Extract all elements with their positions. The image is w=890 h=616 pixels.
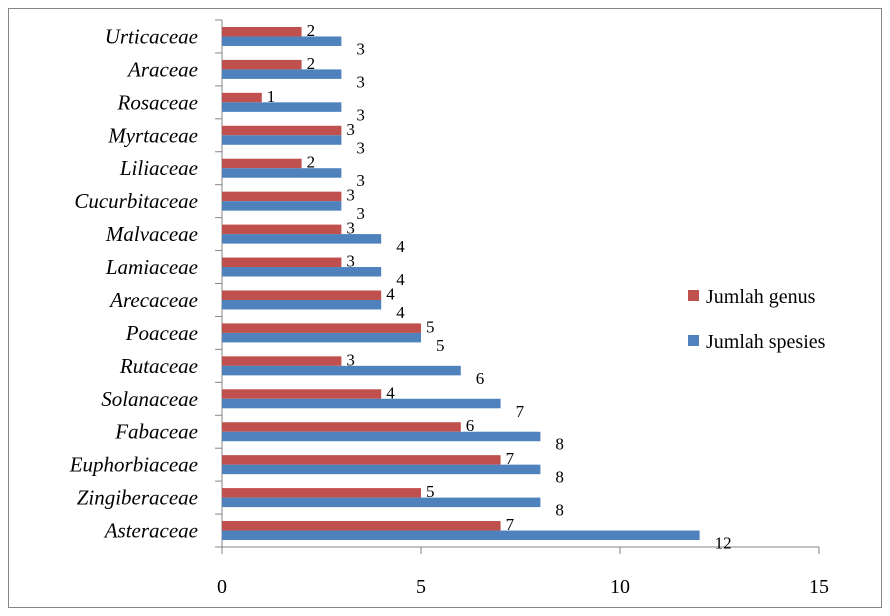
data-label-genus: 3 bbox=[346, 186, 355, 205]
data-label-spesies: 4 bbox=[396, 270, 405, 289]
bar-jumlah-spesies bbox=[222, 69, 342, 79]
data-label-genus: 7 bbox=[506, 449, 515, 468]
bar-jumlah-spesies bbox=[222, 267, 382, 277]
bar-jumlah-genus bbox=[222, 389, 382, 399]
bar-jumlah-genus bbox=[222, 290, 382, 300]
bar-jumlah-genus bbox=[222, 92, 262, 103]
bar-jumlah-spesies bbox=[222, 299, 382, 310]
bar-jumlah-genus bbox=[222, 224, 342, 235]
bar-jumlah-genus bbox=[222, 158, 302, 169]
data-label-genus: 4 bbox=[386, 284, 395, 303]
x-tick-label: 0 bbox=[217, 576, 227, 598]
category-label: Araceae bbox=[126, 57, 198, 81]
bar-jumlah-genus bbox=[222, 521, 501, 531]
data-label-genus: 3 bbox=[346, 350, 355, 369]
bar-jumlah-spesies bbox=[222, 332, 421, 343]
data-label-spesies: 4 bbox=[396, 303, 405, 322]
data-label-spesies: 5 bbox=[436, 336, 445, 355]
data-label-spesies: 8 bbox=[555, 435, 564, 454]
category-label: Fabaceae bbox=[114, 420, 198, 444]
data-label-genus: 7 bbox=[506, 515, 515, 534]
bar-jumlah-genus bbox=[222, 59, 302, 70]
bar-jumlah-genus bbox=[222, 323, 421, 333]
x-tick-label: 10 bbox=[610, 576, 630, 598]
bar-jumlah-spesies bbox=[222, 464, 541, 475]
bar-jumlah-spesies bbox=[222, 168, 342, 178]
chart-frame bbox=[8, 8, 882, 608]
category-label: Myrtaceae bbox=[107, 123, 198, 147]
legend-swatch-spesies bbox=[688, 335, 699, 346]
category-label: Solanaceae bbox=[101, 387, 198, 411]
legend-label-spesies: Jumlah spesies bbox=[706, 331, 826, 353]
category-label: Arecaceae bbox=[108, 288, 198, 312]
category-label: Urticaceae bbox=[105, 24, 198, 48]
category-label: Euphorbiaceae bbox=[69, 453, 198, 477]
category-label: Zingiberaceae bbox=[77, 486, 198, 510]
data-label-genus: 3 bbox=[346, 120, 355, 139]
bar-jumlah-genus bbox=[222, 356, 342, 366]
bar-jumlah-genus bbox=[222, 455, 501, 465]
data-label-spesies: 6 bbox=[476, 369, 485, 388]
data-label-spesies: 3 bbox=[356, 72, 365, 91]
data-label-genus: 2 bbox=[307, 21, 316, 40]
bar-jumlah-spesies bbox=[222, 102, 342, 112]
data-label-genus: 2 bbox=[307, 54, 316, 73]
category-label: Malvaceae bbox=[105, 222, 198, 246]
data-label-spesies: 8 bbox=[555, 501, 564, 520]
category-label: Rosaceae bbox=[117, 90, 198, 114]
data-label-genus: 4 bbox=[386, 383, 395, 402]
category-label: Lamiaceae bbox=[105, 255, 198, 279]
data-label-genus: 6 bbox=[466, 416, 475, 435]
category-label: Rutaceae bbox=[119, 354, 198, 378]
data-label-genus: 5 bbox=[426, 317, 435, 336]
data-label-spesies: 12 bbox=[715, 534, 732, 553]
data-label-spesies: 3 bbox=[356, 39, 365, 58]
legend-label-genus: Jumlah genus bbox=[706, 286, 816, 308]
data-label-spesies: 8 bbox=[555, 468, 564, 487]
bar-jumlah-spesies bbox=[222, 201, 342, 211]
bar-jumlah-spesies bbox=[222, 431, 541, 442]
data-label-genus: 3 bbox=[346, 219, 355, 238]
category-label: Liliaceae bbox=[119, 156, 198, 180]
bar-jumlah-spesies bbox=[222, 36, 342, 46]
bar-jumlah-spesies bbox=[222, 530, 700, 541]
bar-jumlah-genus bbox=[222, 488, 421, 498]
category-label: Asteraceae bbox=[103, 519, 198, 543]
data-label-spesies: 3 bbox=[356, 138, 365, 157]
bar-jumlah-spesies bbox=[222, 135, 342, 145]
legend-swatch-genus bbox=[688, 290, 699, 301]
bar-jumlah-spesies bbox=[222, 398, 501, 409]
bar-jumlah-genus bbox=[222, 257, 342, 268]
x-tick-label: 15 bbox=[809, 576, 829, 598]
data-label-genus: 3 bbox=[346, 252, 355, 271]
data-label-spesies: 7 bbox=[516, 402, 525, 421]
bar-jumlah-spesies bbox=[222, 234, 382, 244]
bar-jumlah-genus bbox=[222, 125, 342, 136]
data-label-spesies: 3 bbox=[356, 171, 365, 190]
data-label-genus: 5 bbox=[426, 482, 435, 501]
bar-jumlah-genus bbox=[222, 422, 461, 432]
data-label-spesies: 4 bbox=[396, 237, 405, 256]
data-label-genus: 1 bbox=[267, 87, 276, 106]
data-label-spesies: 3 bbox=[356, 105, 365, 124]
data-label-genus: 2 bbox=[307, 153, 316, 172]
bar-jumlah-genus bbox=[222, 26, 302, 37]
data-label-spesies: 3 bbox=[356, 204, 365, 223]
x-tick-label: 5 bbox=[416, 576, 426, 598]
bar-jumlah-spesies bbox=[222, 365, 461, 376]
bar-jumlah-genus bbox=[222, 191, 342, 202]
bar-jumlah-spesies bbox=[222, 497, 541, 508]
category-label: Cucurbitaceae bbox=[74, 189, 198, 213]
category-label: Poaceae bbox=[125, 321, 198, 345]
